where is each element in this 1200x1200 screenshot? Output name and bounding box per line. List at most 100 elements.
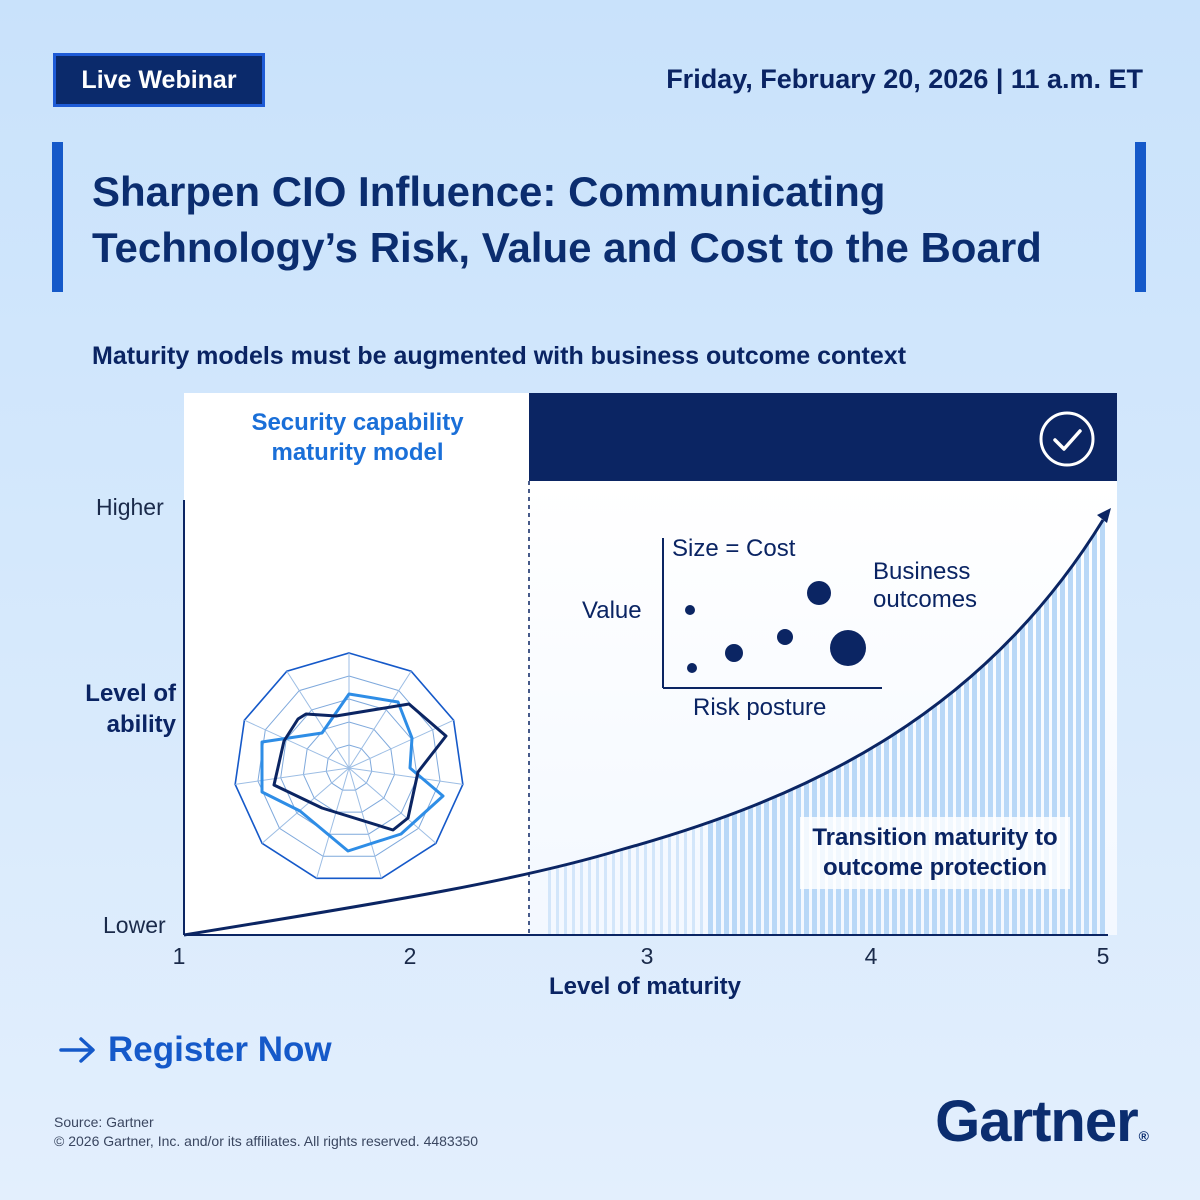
outcome-stripe [988, 513, 993, 935]
outcome-stripe [588, 513, 591, 935]
radar-ring [302, 721, 396, 813]
outcome-stripe [1076, 513, 1081, 935]
radar-spoke [244, 719, 350, 769]
outcome-stripe [580, 513, 583, 935]
outcome-stripe [972, 513, 977, 935]
outcome-stripe [556, 513, 559, 935]
outcome-stripe [996, 513, 1001, 935]
maturity-curve [183, 519, 1105, 937]
radar-series-light [260, 692, 445, 853]
radar-ring [280, 698, 418, 835]
outcome-stripe [548, 513, 551, 935]
outcome-stripe [1068, 513, 1073, 935]
outcome-stripe [564, 513, 567, 935]
outcome-bubble [725, 644, 743, 662]
outcome-stripe [652, 513, 655, 935]
radar-series-dark [272, 702, 448, 832]
outcome-stripe [644, 513, 647, 935]
outcome-bubble [777, 629, 793, 645]
x-tick-label: 1 [172, 943, 186, 969]
y-axis-title-line-1: Level of [85, 680, 176, 707]
radar-spoke [348, 767, 463, 785]
radar-spoke [348, 767, 437, 844]
outcome-stripe [1044, 513, 1049, 935]
outcome-stripe [1004, 513, 1009, 935]
y-axis-lower-label: Lower [103, 912, 166, 938]
outcome-stripe [1060, 513, 1065, 935]
maturity-model-label-line-1: Security capability [251, 409, 464, 436]
register-now-label: Register Now [108, 1030, 332, 1069]
outcome-stripe [612, 513, 615, 935]
outcome-stripe [572, 513, 575, 935]
radar-ring [234, 652, 464, 880]
radar-spoke [348, 670, 412, 769]
outcome-stripe [1020, 513, 1025, 935]
outcome-stripe [964, 513, 969, 935]
source-note: Source: Gartner [54, 1114, 154, 1130]
radar-spoke [261, 767, 350, 844]
outcome-stripe [980, 513, 985, 935]
webinar-title-line-2: Technology’s Risk, Value and Cost to the… [92, 224, 1042, 271]
radar-spoke [348, 767, 382, 879]
x-tick-label: 3 [640, 943, 654, 969]
live-webinar-badge: Live Webinar [53, 53, 265, 107]
copyright-note: © 2026 Gartner, Inc. and/or its affiliat… [54, 1133, 479, 1149]
outcome-stripe [924, 513, 929, 935]
maturity-model-label-line-2: maturity model [271, 439, 444, 466]
radar-chart [234, 652, 464, 880]
outcome-bubble [687, 663, 697, 673]
y-axis-title: Level of ability [60, 678, 176, 740]
transition-callout: Transition maturity to outcome protectio… [800, 817, 1070, 889]
outcome-stripe [620, 513, 623, 935]
outcome-stripe [636, 513, 639, 935]
x-axis-title: Level of maturity [548, 973, 742, 1000]
maturity-model-panel [184, 393, 529, 935]
size-cost-legend: Size = Cost [672, 535, 796, 562]
x-tick-label: 4 [864, 943, 878, 969]
business-outcomes-line-2: outcomes [873, 586, 978, 613]
outcome-stripe [1036, 513, 1041, 935]
outcome-stripe [1084, 513, 1089, 935]
gartner-logo-text: Gartner [935, 1089, 1139, 1154]
outcome-stripe [956, 513, 961, 935]
outcome-panel-header [529, 393, 1117, 481]
outcome-stripe [1012, 513, 1017, 935]
radar-spoke [235, 767, 350, 785]
inset-value-label: Value [582, 597, 642, 624]
x-tick-label: 5 [1096, 943, 1110, 969]
trademark-mark: ® [1138, 1128, 1149, 1144]
title-accent-bar-left [52, 142, 63, 292]
outcome-stripe [628, 513, 631, 935]
business-outcomes-label: Business outcomes [873, 558, 977, 614]
radar-ring [257, 675, 441, 857]
radar-spoke [316, 767, 350, 879]
outcome-stripe [604, 513, 607, 935]
register-now-link[interactable]: Register Now [58, 1030, 332, 1070]
x-tick-label: 2 [403, 943, 417, 969]
webinar-title: Sharpen CIO Influence: Communicating Tec… [92, 164, 1122, 276]
outcome-stripe [940, 513, 945, 935]
arrow-right-icon [59, 1037, 95, 1063]
diagram-subhead: Maturity models must be augmented with b… [92, 342, 907, 370]
event-date: Friday, February 20, 2026 | 11 a.m. ET [666, 64, 1143, 94]
y-axis-higher-label: Higher [96, 494, 164, 520]
outcome-bubble [830, 630, 866, 666]
business-outcomes-line-1: Business [873, 558, 971, 585]
curve-arrowhead-icon [1097, 508, 1111, 523]
outcome-stripe [948, 513, 953, 935]
outcome-stripe [1092, 513, 1097, 935]
inset-risk-label: Risk posture [693, 694, 827, 721]
gartner-logo: Gartner® [935, 1088, 1149, 1155]
outcome-stripe [1028, 513, 1033, 935]
check-circle-icon [1039, 411, 1095, 467]
outcome-stripe [1052, 513, 1057, 935]
transition-callout-line-1: Transition maturity to [812, 824, 1058, 851]
outcome-bubble [685, 605, 695, 615]
webinar-title-line-1: Sharpen CIO Influence: Communicating [92, 168, 886, 215]
radar-spoke [286, 670, 350, 769]
outcome-stripe [668, 513, 671, 935]
outcome-stripe [1100, 513, 1105, 935]
outcome-bubble [807, 581, 831, 605]
title-accent-bar-right [1135, 142, 1146, 292]
diagram-graphics [183, 481, 1111, 937]
